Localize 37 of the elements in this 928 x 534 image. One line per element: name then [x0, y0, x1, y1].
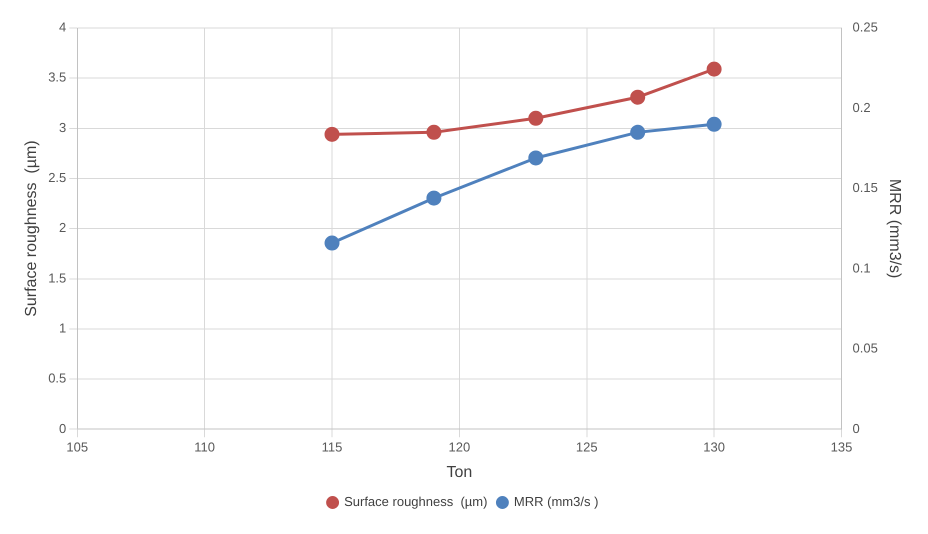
y-tick-label: 2	[59, 220, 66, 236]
x-tick-label: 115	[322, 440, 342, 455]
x-tick-label: 130	[703, 440, 725, 455]
y2-tick-label: 0.15	[852, 180, 878, 196]
y-tick-label: 4	[59, 20, 66, 35]
y-tick-label: 1	[59, 320, 66, 336]
y2-tick-label: 0.1	[852, 260, 871, 276]
y2-tick-label: 0	[852, 420, 860, 436]
x-tick-label: 120	[448, 440, 470, 455]
point	[426, 124, 442, 140]
y-tick-label: 0	[59, 420, 66, 436]
y2-tick-label: 0.05	[852, 340, 878, 356]
y2-tick-label: 0.2	[852, 100, 871, 115]
legend-label: MRR (mm3/s )	[514, 494, 598, 510]
y-axis-title: Surface roughness (µm)	[23, 140, 40, 317]
y-tick-label: 3	[59, 120, 66, 135]
point	[706, 62, 722, 77]
point	[706, 116, 722, 132]
y-tick-label: 1.5	[48, 270, 66, 286]
y2-tick-label: 0.25	[852, 20, 878, 35]
y-tick-label: 2.5	[48, 170, 66, 186]
point	[630, 124, 646, 140]
x-axis-title: Ton	[446, 464, 472, 481]
point	[324, 236, 340, 251]
point	[426, 190, 442, 206]
y-tick-label: 0.5	[48, 370, 66, 386]
point	[528, 110, 544, 126]
x-tick-label: 105	[66, 440, 88, 455]
x-tick-label: 135	[830, 440, 852, 455]
y2-axis-title: MRR (mm3/s)	[886, 178, 903, 278]
y-tick-label: 3.5	[48, 70, 66, 85]
point	[630, 90, 646, 105]
x-tick-label: 110	[194, 440, 216, 455]
point	[324, 126, 340, 142]
x-tick-label: 125	[576, 440, 598, 455]
legend-label: Surface roughness (µm)	[344, 494, 488, 510]
point	[528, 150, 544, 166]
